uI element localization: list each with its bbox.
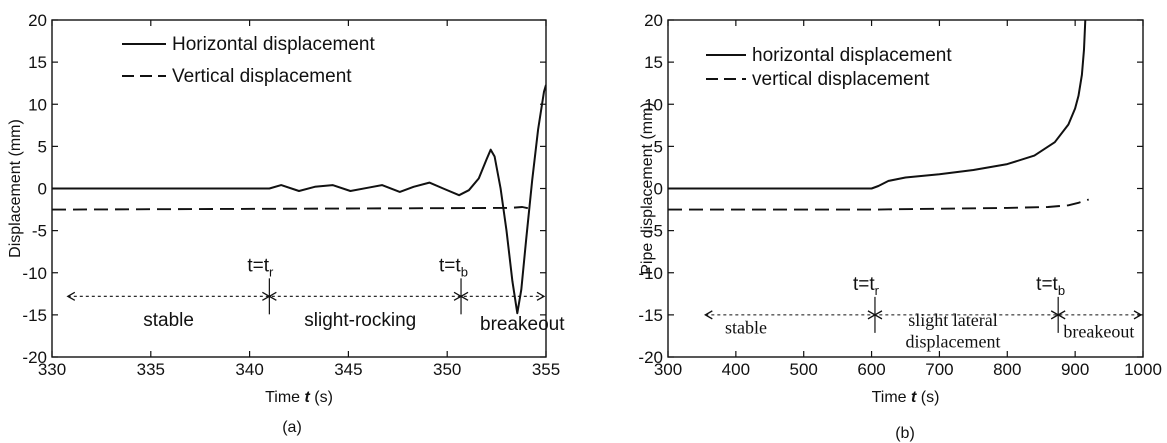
x-tick-label: 355 bbox=[532, 360, 560, 379]
y-tick-label: -20 bbox=[22, 348, 47, 367]
arrow-head-left bbox=[704, 310, 713, 320]
x-tick-label: 300 bbox=[654, 360, 682, 379]
y-tick-label: 15 bbox=[28, 53, 47, 72]
x-axis-label: Time t (s) bbox=[872, 389, 940, 406]
phase-marker-label: t=tr bbox=[247, 255, 274, 279]
phase-label: stable bbox=[143, 310, 194, 331]
arrow-head-right bbox=[1133, 310, 1143, 320]
y-tick-label: 5 bbox=[654, 137, 663, 156]
series-line-horizontal bbox=[52, 84, 546, 315]
y-tick-label: -5 bbox=[648, 222, 663, 241]
y-tick-label: -5 bbox=[32, 222, 47, 241]
y-tick-label: -20 bbox=[638, 348, 663, 367]
y-tick-label: -10 bbox=[638, 264, 663, 283]
y-tick-label: 0 bbox=[38, 180, 47, 199]
legend-label: Horizontal displacement bbox=[172, 34, 375, 55]
marker-arrow-right bbox=[453, 291, 463, 301]
panel-caption: (a) bbox=[282, 419, 302, 436]
x-tick-label: 900 bbox=[1061, 360, 1089, 379]
series-line-vertical bbox=[52, 206, 531, 211]
phase-label: breakeout bbox=[1063, 322, 1134, 342]
phase-label: slight-rocking bbox=[304, 310, 416, 331]
phase-marker-label: t=tr bbox=[853, 274, 880, 298]
x-axis-label: Time t (s) bbox=[265, 389, 333, 406]
y-tick-label: 10 bbox=[644, 95, 663, 114]
series-line-horizontal bbox=[668, 20, 1087, 190]
arrow-head-right bbox=[536, 291, 546, 301]
x-tick-label: 500 bbox=[790, 360, 818, 379]
y-tick-label: 20 bbox=[28, 11, 47, 30]
y-axis-label: Displacement (mm) bbox=[7, 119, 24, 258]
legend-label: Vertical displacement bbox=[172, 66, 352, 87]
x-tick-label: 800 bbox=[993, 360, 1021, 379]
series-line-vertical bbox=[668, 198, 1089, 211]
y-tick-label: -15 bbox=[22, 306, 47, 325]
phase-label: breakeout bbox=[480, 314, 565, 335]
y-tick-label: 5 bbox=[38, 137, 47, 156]
phase-marker-label: t=tb bbox=[1036, 274, 1065, 298]
marker-arrow-right bbox=[867, 310, 877, 320]
x-tick-label: 700 bbox=[925, 360, 953, 379]
marker-arrow-right bbox=[1050, 310, 1060, 320]
panel-caption: (b) bbox=[895, 425, 915, 442]
x-tick-label: 350 bbox=[433, 360, 461, 379]
phase-label: stable bbox=[725, 317, 767, 337]
x-tick-label: 1000 bbox=[1124, 360, 1162, 379]
y-tick-label: 20 bbox=[644, 11, 663, 30]
phase-label: displacement bbox=[906, 332, 1001, 352]
phase-label: slight lateral bbox=[908, 310, 997, 330]
chart-a: 330 335 340 345 350 355 -20 -15 -10 -5 0 5 10 15 20 Tim… bbox=[7, 11, 565, 436]
x-tick-label: 600 bbox=[857, 360, 885, 379]
y-tick-label: 15 bbox=[644, 53, 663, 72]
legend-label: vertical displacement bbox=[752, 69, 930, 90]
phase-marker-label: t=tb bbox=[439, 255, 468, 279]
y-tick-label: -15 bbox=[638, 306, 663, 325]
chart-b: 300 400 500 600 700 800 900 1000 -20 -15 -10 -5 0 5 10… bbox=[638, 11, 1161, 442]
marker-arrow-right bbox=[262, 291, 271, 301]
x-tick-label: 330 bbox=[38, 360, 66, 379]
y-tick-label: 0 bbox=[654, 180, 663, 199]
x-tick-label: 345 bbox=[334, 360, 362, 379]
x-tick-label: 400 bbox=[722, 360, 750, 379]
y-tick-label: 10 bbox=[28, 95, 47, 114]
y-axis-label: Pipe displacement (mm) bbox=[639, 102, 656, 275]
legend-label: horizontal displacement bbox=[752, 45, 952, 66]
x-tick-label: 340 bbox=[235, 360, 263, 379]
y-tick-label: -10 bbox=[22, 264, 47, 283]
arrow-head-left bbox=[66, 291, 76, 301]
x-tick-label: 335 bbox=[137, 360, 165, 379]
